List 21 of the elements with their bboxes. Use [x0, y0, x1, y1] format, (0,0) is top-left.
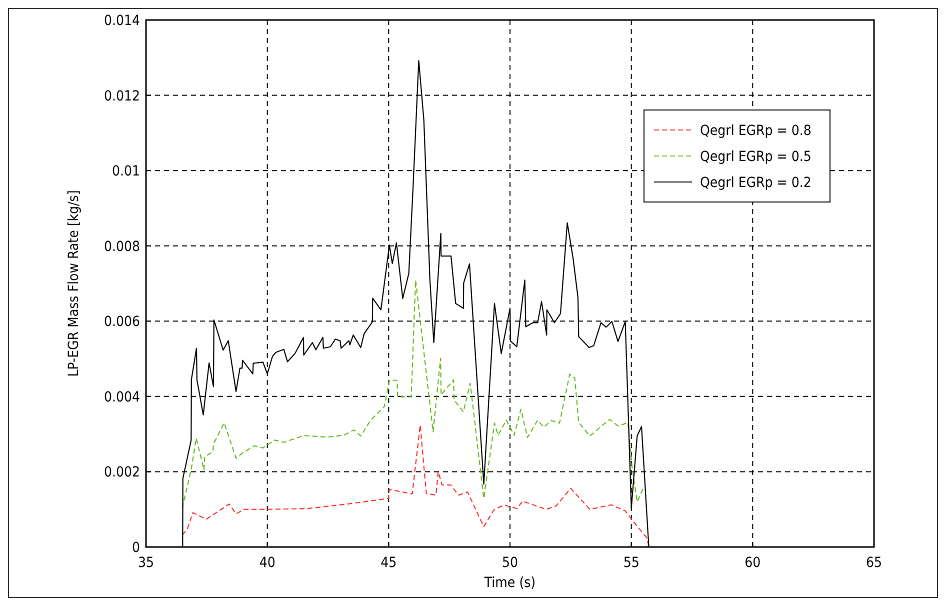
x-tick-label: 60: [744, 555, 761, 571]
legend-label: Qegrl EGRp = 0.2: [700, 175, 812, 191]
y-tick-label: 0.012: [104, 88, 140, 104]
x-tick-label: 40: [259, 555, 276, 571]
x-tick-label: 35: [138, 555, 154, 571]
legend-label: Qegrl EGRp = 0.5: [700, 149, 812, 165]
legend-label: Qegrl EGRp = 0.8: [700, 123, 812, 139]
y-axis-title: LP-EGR Mass Flow Rate [kg/s]: [66, 190, 82, 377]
y-tick-label: 0: [132, 540, 140, 556]
y-tick-label: 0.008: [104, 238, 140, 255]
x-axis-title: Time (s): [483, 575, 536, 591]
x-tick-label: 50: [502, 555, 518, 571]
y-tick-label: 0.014: [104, 13, 140, 29]
y-tick-label: 0.01: [112, 164, 140, 180]
x-tick-label: 45: [380, 555, 397, 571]
y-tick-label: 0.002: [104, 464, 140, 481]
y-tick-label: 0.006: [104, 314, 140, 330]
y-tick-label: 0.004: [104, 389, 140, 406]
x-tick-label: 55: [623, 555, 640, 571]
x-tick-label: 65: [866, 555, 882, 571]
line-series: [182, 280, 644, 509]
